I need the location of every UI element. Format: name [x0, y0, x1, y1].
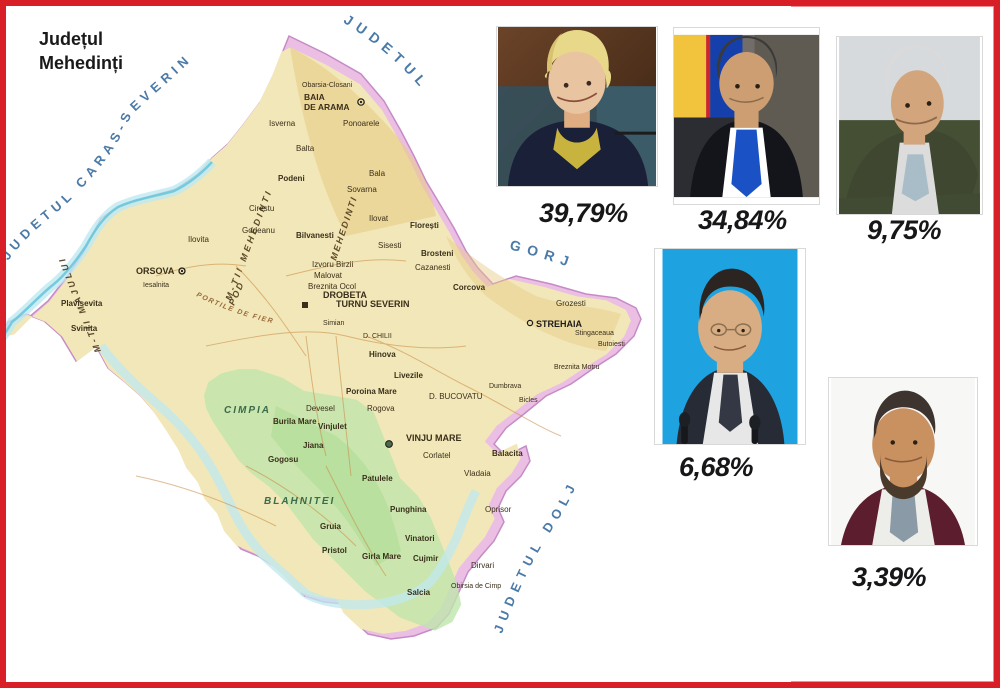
- svg-text:Dirvari: Dirvari: [471, 561, 494, 570]
- svg-text:Grozesti: Grozesti: [556, 299, 586, 308]
- svg-text:Iesalnita: Iesalnita: [143, 282, 169, 289]
- svg-text:Oprisor: Oprisor: [485, 505, 512, 514]
- svg-text:VINJU MARE: VINJU MARE: [406, 433, 462, 443]
- svg-text:Corcova: Corcova: [453, 283, 486, 292]
- svg-text:Bicles: Bicles: [519, 397, 538, 404]
- svg-text:Godeanu: Godeanu: [242, 226, 275, 235]
- svg-text:Corlatel: Corlatel: [423, 451, 451, 460]
- svg-text:Podeni: Podeni: [278, 174, 305, 183]
- svg-text:Ilovita: Ilovita: [188, 235, 209, 244]
- svg-text:Hinova: Hinova: [369, 350, 396, 359]
- svg-text:STREHAIA: STREHAIA: [536, 319, 583, 329]
- svg-text:Bala: Bala: [369, 169, 386, 178]
- svg-text:CIMPIA: CIMPIA: [224, 405, 271, 416]
- svg-text:Rogova: Rogova: [367, 404, 395, 413]
- svg-text:Obirsia de Cimp: Obirsia de Cimp: [451, 583, 501, 590]
- svg-text:Jiana: Jiana: [303, 441, 324, 450]
- svg-text:Livezile: Livezile: [394, 371, 423, 380]
- svg-text:Cujmir: Cujmir: [413, 554, 438, 563]
- svg-text:Ilovat: Ilovat: [369, 214, 389, 223]
- svg-text:Izvoru Birzii: Izvoru Birzii: [312, 260, 354, 269]
- svg-text:Butoiesti: Butoiesti: [598, 341, 625, 348]
- svg-text:Cazanesti: Cazanesti: [415, 263, 451, 272]
- svg-text:Vladaia: Vladaia: [464, 469, 491, 478]
- svg-text:Brosteni: Brosteni: [421, 249, 453, 258]
- svg-text:Salcia: Salcia: [407, 588, 431, 597]
- svg-text:BLAHNITEI: BLAHNITEI: [264, 496, 335, 507]
- svg-text:Gruia: Gruia: [320, 522, 341, 531]
- svg-text:Svinita: Svinita: [71, 324, 98, 333]
- svg-text:Stingaceaua: Stingaceaua: [575, 330, 614, 337]
- svg-text:Bilvanesti: Bilvanesti: [296, 231, 334, 240]
- svg-text:ORSOVA: ORSOVA: [136, 266, 175, 276]
- svg-text:Cirestu: Cirestu: [249, 204, 274, 213]
- svg-text:Punghina: Punghina: [390, 505, 427, 514]
- svg-text:Pristol: Pristol: [322, 546, 347, 555]
- svg-text:Vinatori: Vinatori: [405, 534, 435, 543]
- svg-text:Burila Mare: Burila Mare: [273, 417, 317, 426]
- svg-text:Breznita Motru: Breznita Motru: [554, 364, 600, 371]
- svg-text:Florești: Florești: [410, 221, 439, 230]
- svg-text:Ponoarele: Ponoarele: [343, 119, 380, 128]
- svg-text:Balta: Balta: [296, 144, 315, 153]
- svg-text:Malovat: Malovat: [314, 271, 343, 280]
- svg-text:Gogosu: Gogosu: [268, 455, 298, 464]
- svg-text:Dumbrava: Dumbrava: [489, 383, 521, 390]
- svg-text:Isverna: Isverna: [269, 119, 296, 128]
- svg-text:Devesel: Devesel: [306, 404, 335, 413]
- svg-text:Poroina Mare: Poroina Mare: [346, 387, 397, 396]
- svg-text:Obarsia-Closani: Obarsia-Closani: [302, 82, 353, 89]
- svg-text:DE ARAMA: DE ARAMA: [304, 102, 350, 112]
- svg-text:Balacita: Balacita: [492, 449, 523, 458]
- svg-text:Plavisevita: Plavisevita: [61, 299, 103, 308]
- svg-text:Sisesti: Sisesti: [378, 241, 402, 250]
- svg-text:D. BUCOVATU: D. BUCOVATU: [429, 392, 483, 401]
- svg-text:Vinjulet: Vinjulet: [318, 422, 347, 431]
- svg-text:Girla Mare: Girla Mare: [362, 552, 402, 561]
- svg-text:Sovarna: Sovarna: [347, 185, 377, 194]
- svg-text:Simian: Simian: [323, 320, 345, 327]
- svg-text:Patulele: Patulele: [362, 474, 393, 483]
- svg-text:BAIA: BAIA: [304, 92, 325, 102]
- svg-text:D. CHILII: D. CHILII: [363, 333, 392, 340]
- svg-text:TURNU SEVERIN: TURNU SEVERIN: [336, 299, 410, 309]
